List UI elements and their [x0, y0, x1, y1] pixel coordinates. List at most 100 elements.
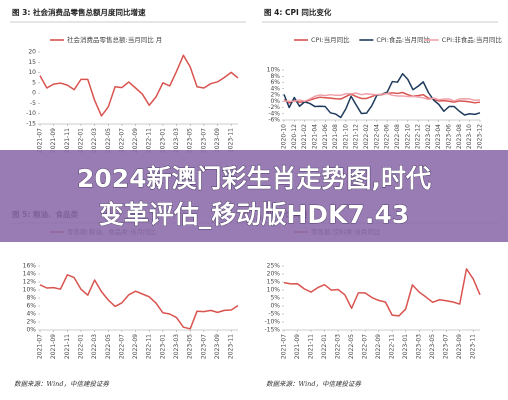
- x-tick-label: 2022-09: [132, 128, 139, 153]
- x-tick-label: 2023-09: [214, 334, 221, 359]
- x-tick-label: 2022-03: [91, 128, 98, 153]
- series-line: [283, 92, 481, 102]
- y-tick-label: -2%: [268, 104, 280, 111]
- y-tick-label: 6%: [26, 303, 36, 310]
- x-tick-label: 2022-07: [362, 334, 369, 359]
- x-tick-label: 2023-01: [159, 334, 166, 359]
- y-tick-label: 12%: [23, 279, 37, 286]
- banner-line: 变革评估_移动版HDK7.43: [99, 200, 409, 229]
- legend-label: CPI:非食品:当月同比: [442, 35, 503, 44]
- banner: [0, 150, 508, 242]
- series-line: [39, 54, 239, 117]
- y-tick-label: 15%: [267, 279, 281, 286]
- y-tick-label: -15: [26, 121, 36, 128]
- legend-label: CPI:食品:当月同比: [376, 35, 430, 44]
- y-tick-label: 0%: [270, 98, 280, 105]
- x-tick-label: 2023-07: [200, 128, 207, 153]
- x-tick-label: 2021-04: [311, 124, 318, 149]
- y-tick-label: 10: [28, 69, 36, 76]
- x-tick-label: 2023-02: [425, 124, 432, 149]
- x-tick-label: 2022-03: [91, 334, 98, 359]
- x-tick-label: 2023-07: [200, 334, 207, 359]
- x-tick-label: 2021-09: [50, 128, 57, 153]
- x-tick-label: 2021-12: [353, 124, 360, 149]
- y-tick-label: 10%: [267, 287, 281, 294]
- x-tick-label: 2023-09: [214, 128, 221, 153]
- y-tick-label: 8%: [270, 73, 280, 80]
- y-tick-label: -10%: [264, 319, 280, 326]
- x-tick-label: 2022-11: [146, 334, 153, 359]
- x-tick-label: 2021-02: [301, 124, 308, 149]
- series-line: [283, 268, 481, 317]
- x-tick-label: 2023-08: [456, 124, 463, 149]
- x-tick-label: 2021-11: [64, 128, 71, 153]
- x-tick-label: 2022-07: [118, 128, 125, 153]
- x-tick-label: 2021-09: [294, 334, 301, 359]
- y-tick-label: 6%: [270, 79, 280, 86]
- x-tick-label: 2023-03: [173, 128, 180, 153]
- x-tick-label: 2023-11: [228, 334, 235, 359]
- x-tick-label: 2022-10: [404, 124, 411, 149]
- x-tick-label: 2021-06: [322, 124, 329, 149]
- x-tick-label: 2022-05: [348, 334, 355, 359]
- chart-title: 图 3: 社会消费品零售总额月度同比增速: [12, 7, 146, 17]
- legend-label: CPI:当月同比: [311, 35, 350, 44]
- x-tick-label: 2023-05: [187, 334, 194, 359]
- x-tick-label: 2022-01: [77, 128, 84, 153]
- x-tick-label: 2023-01: [159, 128, 166, 153]
- y-tick-label: -15%: [264, 327, 280, 334]
- x-tick-label: 2021-11: [308, 334, 315, 359]
- x-tick-label: 2023-03: [173, 334, 180, 359]
- banner-line: 2024新澳门彩生肖走势图,时代: [77, 164, 431, 193]
- y-tick-label: 20: [28, 49, 36, 56]
- x-tick-label: 2022-07: [118, 334, 125, 359]
- x-tick-label: 2023-04: [435, 124, 442, 149]
- y-tick-label: 0%: [26, 327, 36, 334]
- x-tick-label: 2023-09: [456, 334, 463, 359]
- x-tick-label: 2021-08: [332, 124, 339, 149]
- x-tick-label: 2023-11: [470, 334, 477, 359]
- x-tick-label: 2021-07: [37, 334, 44, 359]
- y-tick-label: 25%: [267, 263, 281, 270]
- y-tick-label: 15: [28, 59, 36, 66]
- x-tick-label: 2022-12: [415, 124, 422, 149]
- y-tick-label: 2%: [26, 319, 36, 326]
- y-tick-label: -6%: [268, 117, 280, 124]
- y-tick-label: -5%: [268, 311, 280, 318]
- x-tick-label: 2022-09: [375, 334, 382, 359]
- legend-label: 社会消费品零售总额:当月同比 月: [67, 35, 162, 44]
- y-tick-label: 0: [32, 90, 36, 97]
- y-tick-label: 5: [32, 79, 36, 86]
- x-tick-label: 2022-01: [321, 334, 328, 359]
- x-tick-label: 2022-08: [394, 124, 401, 149]
- y-tick-label: -5: [30, 100, 36, 107]
- y-tick-label: 10%: [267, 67, 281, 74]
- x-tick-label: 2022-04: [373, 124, 380, 149]
- x-tick-label: 2021-09: [50, 334, 57, 359]
- x-tick-label: 2023-07: [443, 334, 450, 359]
- x-tick-label: 2022-06: [384, 124, 391, 149]
- x-tick-label: 2020-10: [281, 124, 288, 149]
- y-tick-label: 4%: [270, 85, 280, 92]
- x-tick-label: 2022-02: [363, 124, 370, 149]
- x-tick-label: 2022-05: [105, 334, 112, 359]
- x-tick-label: 2023-01: [402, 334, 409, 359]
- y-tick-label: 4%: [26, 311, 36, 318]
- y-tick-label: 0%: [270, 303, 280, 310]
- x-tick-label: 2023-12: [477, 124, 484, 149]
- x-tick-label: 2022-05: [105, 128, 112, 153]
- x-tick-label: 2023-06: [446, 124, 453, 149]
- x-tick-label: 2020-12: [291, 124, 298, 149]
- x-tick-label: 2023-10: [466, 124, 473, 149]
- y-tick-label: 14%: [23, 271, 37, 278]
- source: 数据来源：Wind，中信建投证券: [266, 380, 361, 388]
- chart-title: 图 4: CPI 同比变化: [264, 7, 332, 17]
- y-tick-label: 10%: [23, 287, 37, 294]
- y-tick-label: 20%: [267, 271, 281, 278]
- x-tick-label: 2023-03: [416, 334, 423, 359]
- x-tick-label: 2023-11: [228, 128, 235, 153]
- x-tick-label: 2021-07: [281, 334, 288, 359]
- y-tick-label: 16%: [23, 263, 37, 270]
- x-tick-label: 2023-05: [429, 334, 436, 359]
